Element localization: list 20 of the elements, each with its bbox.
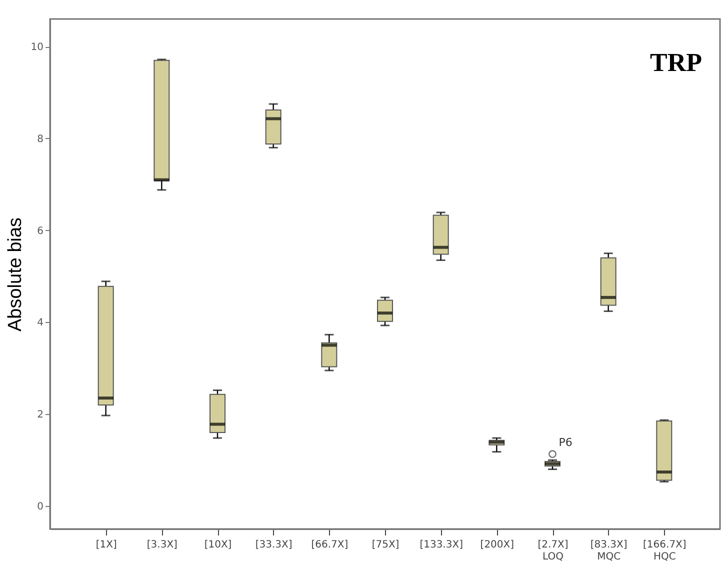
x-tick-label: [133.3X] bbox=[420, 540, 464, 550]
y-axis-title: Absolute bias bbox=[4, 217, 26, 332]
x-tick-label: [2.7X] LOQ bbox=[538, 540, 568, 562]
x-tick-label: [166.7X] HQC bbox=[643, 540, 686, 562]
x-tick-label: [83.3X] MQC bbox=[590, 540, 628, 562]
annotation: P6 bbox=[558, 436, 572, 450]
x-tick-label: [200X] bbox=[480, 540, 514, 550]
x-tick-label: [10X] bbox=[204, 540, 232, 550]
y-tick-label: 6 bbox=[37, 226, 44, 237]
x-tick-label: [66.7X] bbox=[311, 540, 348, 550]
y-tick-label: 2 bbox=[37, 410, 44, 421]
x-tick-label: [1X] bbox=[96, 540, 117, 550]
text: TRP bbox=[650, 48, 702, 77]
y-tick-label: 10 bbox=[30, 42, 44, 54]
x-tick-label: [75X] bbox=[372, 540, 400, 550]
x-tick-label: [3.3X] bbox=[146, 540, 178, 550]
y-tick-label: 8 bbox=[37, 134, 44, 145]
y-tick-label: 0 bbox=[37, 502, 44, 513]
x-tick-label: [33.3X] bbox=[255, 540, 292, 550]
y-tick-label: 4 bbox=[37, 318, 44, 329]
